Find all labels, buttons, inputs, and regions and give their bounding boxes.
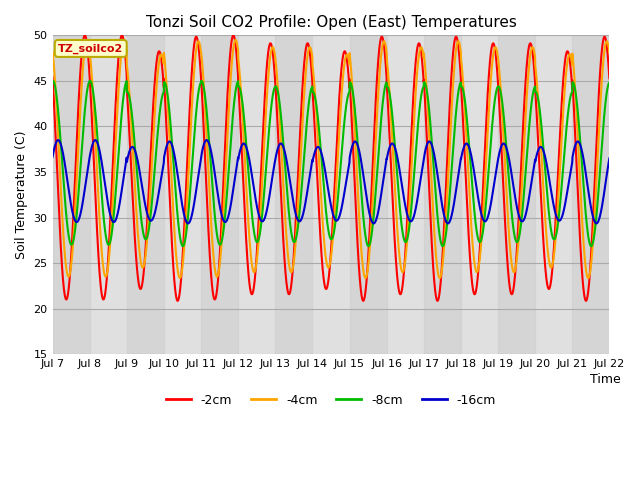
Text: TZ_soilco2: TZ_soilco2: [58, 43, 124, 54]
Bar: [52, 36, 90, 354]
Bar: [349, 36, 387, 354]
Legend: -2cm, -4cm, -8cm, -16cm: -2cm, -4cm, -8cm, -16cm: [161, 389, 501, 412]
Bar: [424, 36, 461, 354]
Bar: [498, 36, 535, 354]
Y-axis label: Soil Temperature (C): Soil Temperature (C): [15, 131, 28, 259]
Bar: [572, 36, 609, 354]
Bar: [275, 36, 312, 354]
Title: Tonzi Soil CO2 Profile: Open (East) Temperatures: Tonzi Soil CO2 Profile: Open (East) Temp…: [145, 15, 516, 30]
X-axis label: Time: Time: [590, 373, 621, 386]
Bar: [127, 36, 164, 354]
Bar: [201, 36, 238, 354]
